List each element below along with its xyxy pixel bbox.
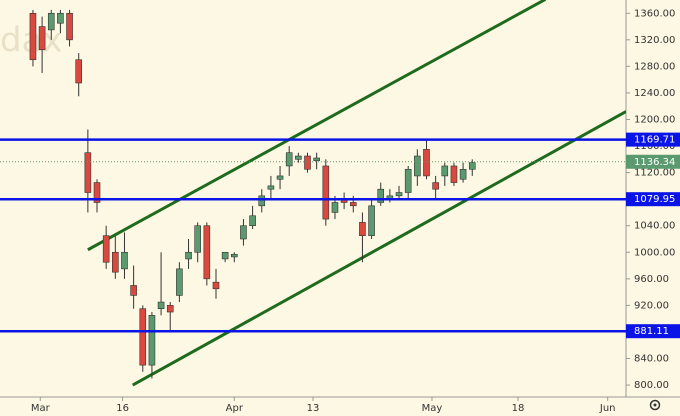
- candle-body: [75, 59, 83, 84]
- candle-body: [395, 192, 403, 197]
- y-tick-label: 1040.00: [634, 221, 675, 232]
- level-label: 1079.95: [634, 194, 675, 205]
- level-label: 1169.71: [634, 135, 675, 146]
- candle-body: [459, 168, 467, 180]
- candle-body: [121, 251, 128, 270]
- y-tick-label: 800.00: [634, 380, 669, 391]
- candle-body: [249, 215, 256, 227]
- candle-body: [112, 251, 119, 273]
- y-tick-label: 1360.00: [634, 8, 675, 19]
- candle-body: [176, 268, 183, 296]
- candle-body: [267, 185, 275, 190]
- candle-body: [240, 225, 247, 240]
- level-box: [626, 324, 680, 339]
- candle-body: [295, 155, 302, 160]
- candle-body: [29, 12, 37, 61]
- candle-body: [258, 195, 266, 207]
- candle-body: [322, 165, 330, 220]
- candle-body: [221, 251, 229, 260]
- y-tick-label: 920.00: [634, 300, 669, 311]
- candle-body: [194, 225, 201, 253]
- trend-line: [131, 110, 626, 387]
- candle-body: [450, 165, 458, 183]
- candle-body: [230, 253, 238, 258]
- x-tick-label: Jun: [599, 403, 616, 414]
- x-tick-label: 18: [512, 403, 525, 414]
- candle-body: [404, 168, 412, 193]
- candle-body: [148, 315, 156, 366]
- candle-body: [66, 12, 73, 41]
- candle-body: [414, 155, 421, 177]
- candle-body: [185, 251, 192, 260]
- candle-body: [157, 301, 165, 310]
- x-tick-label: Apr: [226, 403, 244, 414]
- candle-body: [93, 182, 101, 203]
- settings-icon[interactable]: [649, 399, 661, 411]
- last-price-label: 1136.34: [634, 157, 675, 168]
- trend-line: [87, 0, 547, 252]
- x-tick-label: Mar: [31, 403, 51, 414]
- candle-body: [203, 225, 211, 280]
- y-tick-label: 1120.00: [634, 168, 675, 179]
- y-tick-label: 1240.00: [634, 88, 675, 99]
- level-box: [626, 132, 680, 147]
- candle-body: [84, 152, 92, 193]
- candle-body: [331, 202, 339, 213]
- candle-body: [38, 26, 46, 51]
- last-price-box: [626, 154, 680, 169]
- y-tick-label: 840.00: [634, 353, 669, 364]
- candle-body: [47, 12, 55, 31]
- y-tick-label: 960.00: [634, 274, 669, 285]
- candle-body: [441, 165, 449, 177]
- candle-body: [304, 155, 311, 170]
- candle-body: [166, 305, 174, 313]
- x-tick-label: 13: [307, 403, 320, 414]
- candle-body: [139, 308, 147, 366]
- candle-body: [359, 222, 366, 236]
- x-tick-label: 16: [116, 403, 129, 414]
- candle-body: [57, 12, 64, 24]
- candle-body: [102, 235, 110, 263]
- candle-body: [423, 149, 430, 177]
- level-box: [626, 192, 680, 207]
- candle-body: [212, 281, 220, 290]
- candle-body: [349, 202, 357, 207]
- y-tick-label: 1000.00: [634, 247, 675, 258]
- candle-body: [313, 157, 320, 161]
- x-tick-label: May: [422, 403, 443, 414]
- candle-body: [468, 162, 476, 170]
- candle-body: [276, 175, 284, 180]
- plot-area: [29, 0, 626, 387]
- y-tick-label: 1320.00: [634, 35, 675, 46]
- candle-body: [285, 152, 293, 167]
- candle-body: [377, 188, 385, 203]
- candle-body: [130, 285, 137, 296]
- y-tick-label: 1200.00: [634, 114, 675, 125]
- candle-body: [432, 182, 439, 190]
- y-tick-label: 1280.00: [634, 61, 675, 72]
- candle-body: [368, 205, 375, 236]
- level-label: 881.11: [634, 326, 669, 337]
